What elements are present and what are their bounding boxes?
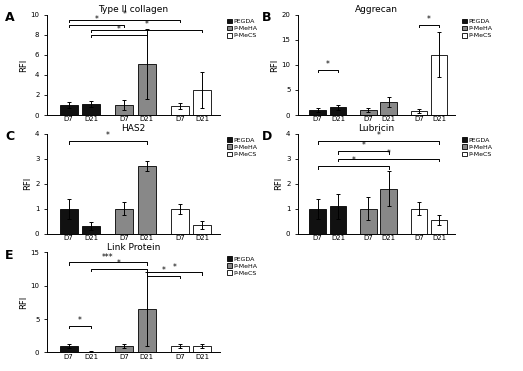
Bar <box>330 206 346 234</box>
Text: A: A <box>5 11 15 24</box>
Text: *: * <box>377 131 380 140</box>
Bar <box>411 111 427 115</box>
Text: D: D <box>262 130 272 143</box>
Text: *: * <box>351 156 355 165</box>
Title: Aggrecan: Aggrecan <box>355 5 398 14</box>
Title: Type II collagen: Type II collagen <box>98 5 168 14</box>
Bar <box>82 226 100 234</box>
Bar <box>431 220 448 234</box>
Text: C: C <box>5 130 14 143</box>
Bar <box>115 209 133 234</box>
Bar <box>60 346 78 352</box>
Bar <box>138 166 156 234</box>
Bar <box>330 108 346 115</box>
Legend: PEGDA, P-MeHA, P-MeCS: PEGDA, P-MeHA, P-MeCS <box>226 255 258 276</box>
Bar <box>60 105 78 115</box>
Text: *: * <box>145 20 149 29</box>
Text: E: E <box>5 249 14 262</box>
Bar <box>310 110 326 115</box>
Legend: PEGDA, P-MeHA, P-MeCS: PEGDA, P-MeHA, P-MeCS <box>461 18 493 39</box>
Legend: PEGDA, P-MeHA, P-MeCS: PEGDA, P-MeHA, P-MeCS <box>226 137 258 158</box>
Title: Lubricin: Lubricin <box>358 124 395 133</box>
Title: Link Protein: Link Protein <box>107 243 160 252</box>
Bar <box>193 346 211 352</box>
Y-axis label: RFI: RFI <box>270 58 279 72</box>
Text: *: * <box>427 15 431 24</box>
Text: ***: *** <box>102 253 113 262</box>
Text: *: * <box>106 131 110 140</box>
Legend: PEGDA, P-MeHA, P-MeCS: PEGDA, P-MeHA, P-MeCS <box>461 137 493 158</box>
Text: *: * <box>78 316 82 325</box>
Title: HAS2: HAS2 <box>121 124 145 133</box>
Bar <box>82 104 100 115</box>
Bar <box>380 188 397 234</box>
Bar <box>193 225 211 234</box>
Y-axis label: RFI: RFI <box>19 296 28 309</box>
Y-axis label: RFI: RFI <box>23 177 32 190</box>
Bar <box>170 106 189 115</box>
Bar <box>138 64 156 115</box>
Text: *: * <box>173 263 176 272</box>
Bar <box>193 90 211 115</box>
Text: *: * <box>122 10 126 19</box>
Bar <box>411 209 427 234</box>
Y-axis label: RFI: RFI <box>274 177 283 190</box>
Y-axis label: RFI: RFI <box>19 58 28 72</box>
Bar <box>360 110 377 115</box>
Text: *: * <box>117 259 121 268</box>
Bar <box>170 346 189 352</box>
Legend: PEGDA, P-MeHA, P-MeCS: PEGDA, P-MeHA, P-MeCS <box>226 18 258 39</box>
Bar <box>170 209 189 234</box>
Bar <box>310 209 326 234</box>
Bar <box>138 309 156 352</box>
Bar <box>115 346 133 352</box>
Bar <box>360 209 377 234</box>
Text: B: B <box>262 11 271 24</box>
Text: *: * <box>95 15 98 24</box>
Text: *: * <box>361 141 365 150</box>
Bar <box>431 55 448 115</box>
Bar <box>380 102 397 115</box>
Bar <box>60 209 78 234</box>
Bar <box>115 105 133 115</box>
Text: *: * <box>117 25 121 34</box>
Text: *: * <box>326 60 330 69</box>
Text: *: * <box>386 149 391 158</box>
Text: *: * <box>161 266 165 275</box>
